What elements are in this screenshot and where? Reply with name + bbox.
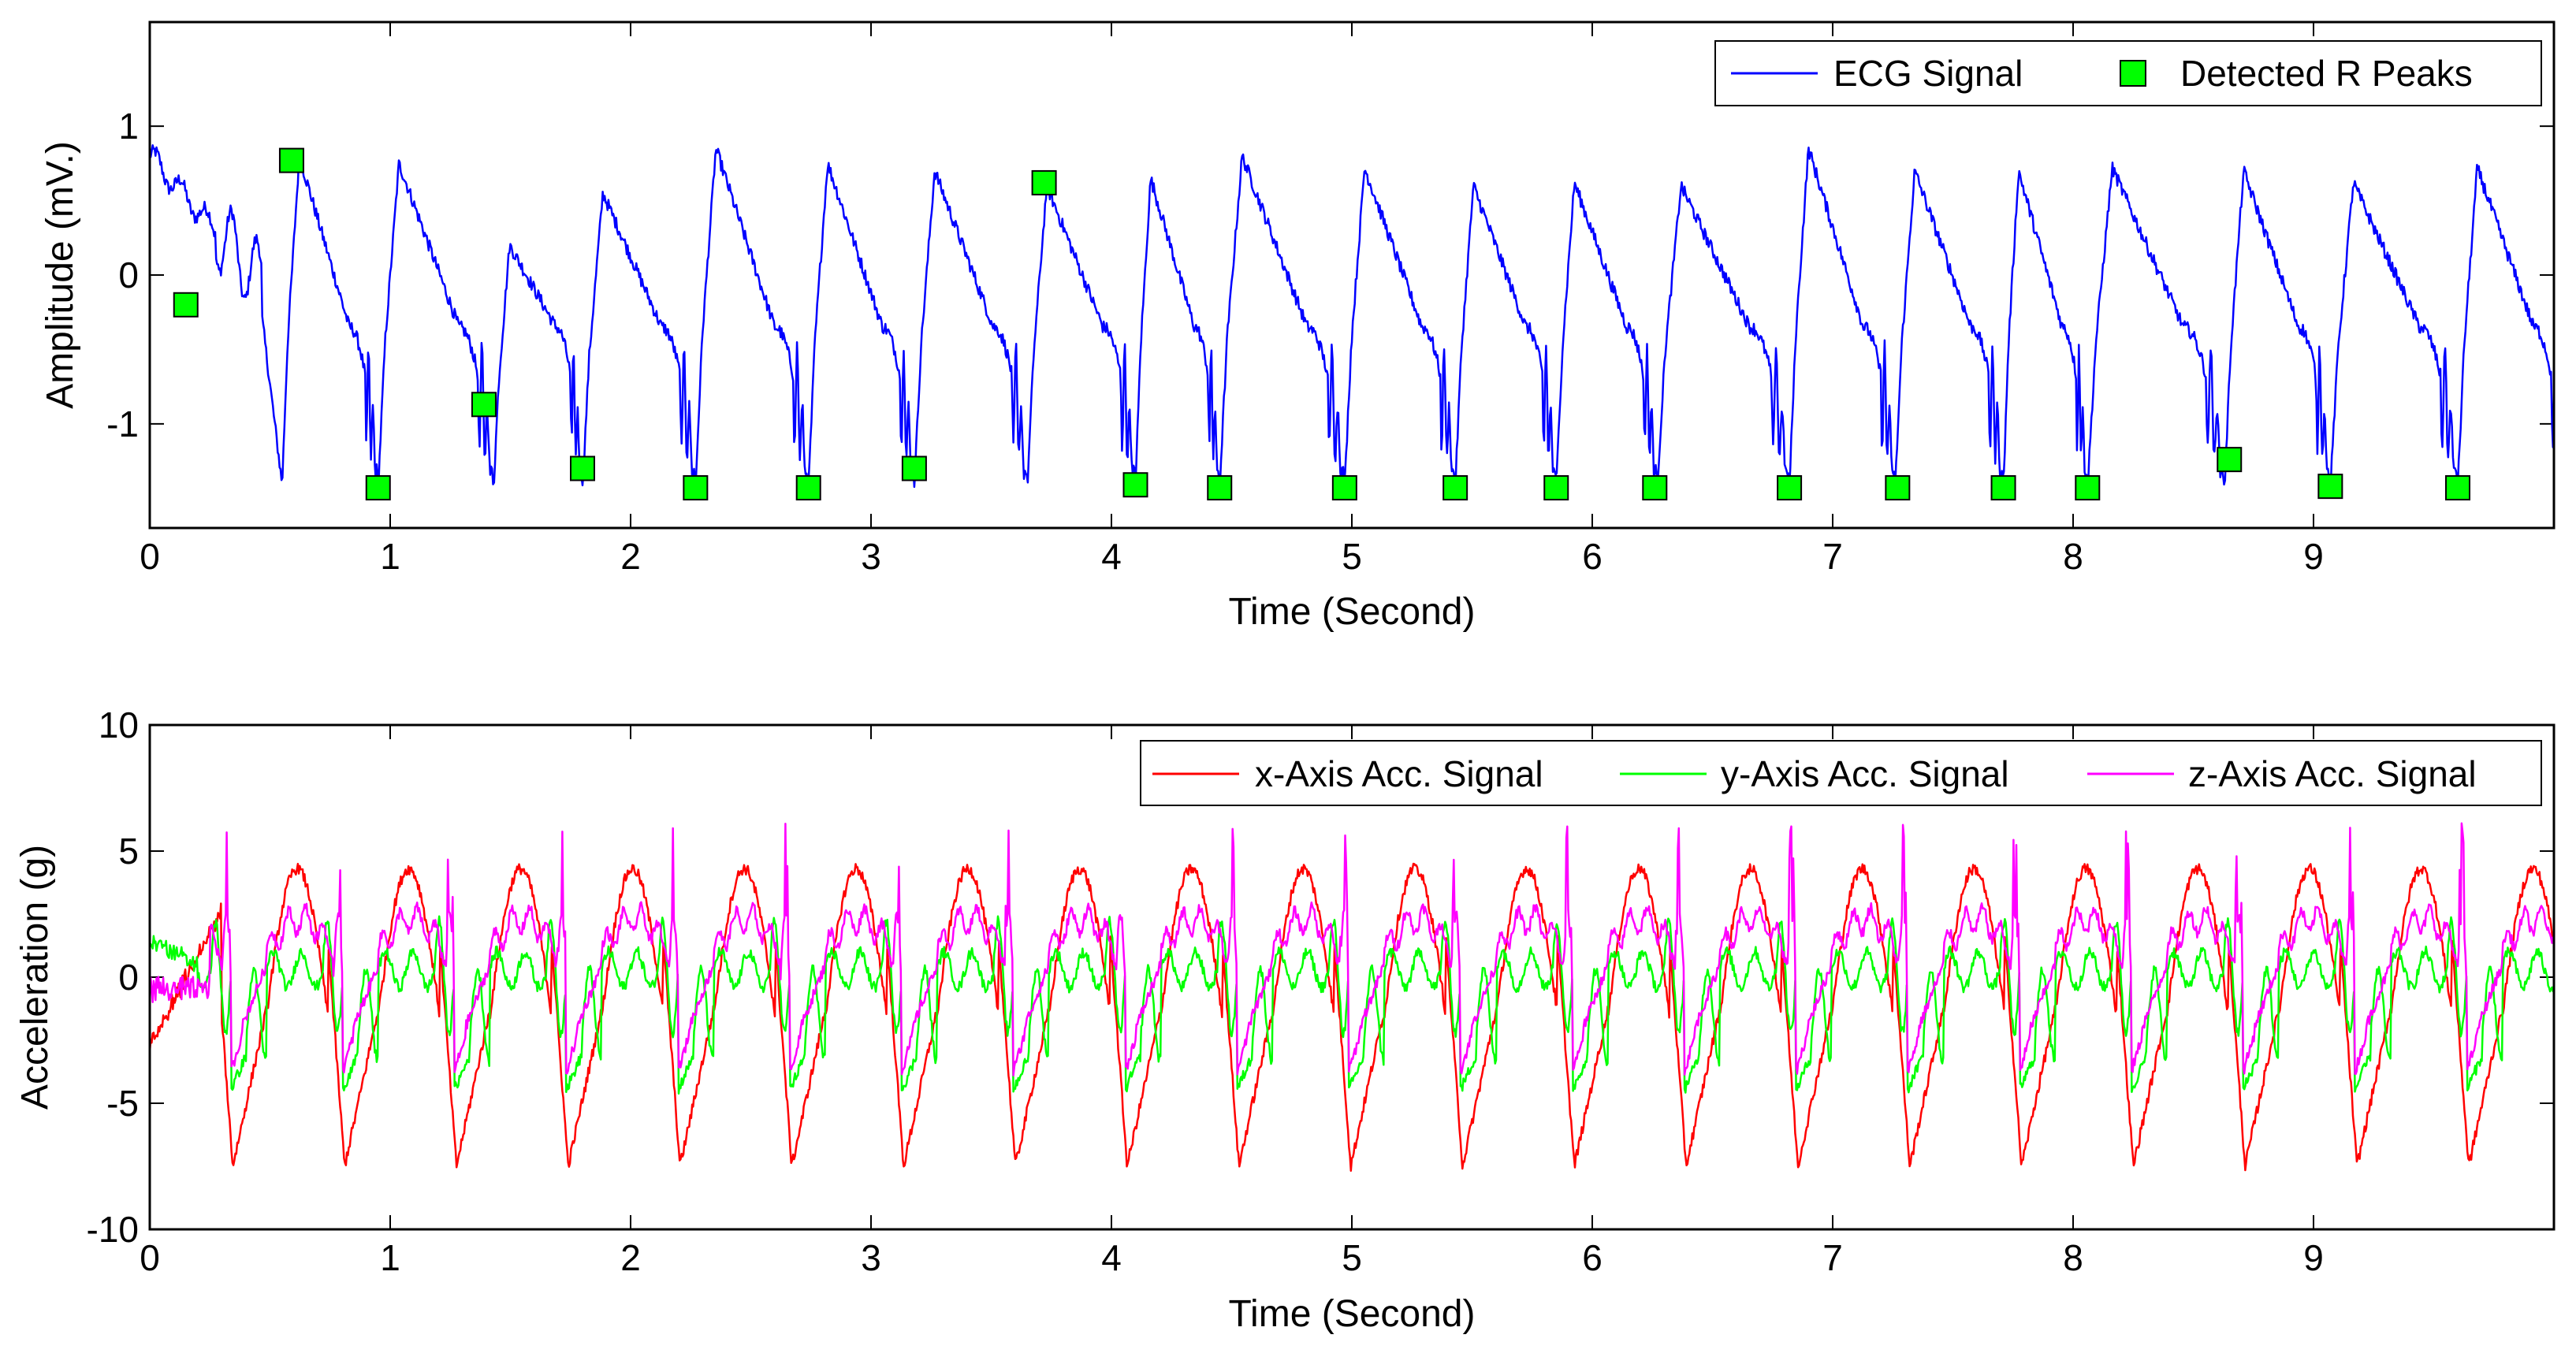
acc-legend-label-z: z-Axis Acc. Signal (2188, 753, 2477, 794)
r-peak-marker (471, 392, 497, 418)
acc-y-tick-label: -10 (87, 1209, 139, 1250)
ecg-series-layer (150, 144, 2554, 501)
r-peak-marker (173, 292, 199, 318)
r-peak-marker (1642, 475, 1668, 501)
acc-x-tick-label: 7 (1822, 1237, 1843, 1278)
r-peak-marker (2445, 475, 2470, 501)
ecg-legend-label-ecg-signal: ECG Signal (1833, 53, 2023, 94)
acc-ticks: 0 1 2 3 4 5 6 7 8 9 -10 -5 0 5 10 (87, 705, 2554, 1278)
acc-series-layer (150, 822, 2554, 1172)
acc-x-tick-label: 4 (1101, 1237, 1122, 1278)
acc-x-tick-label: 9 (2303, 1237, 2324, 1278)
acc-y-tick-label: -5 (106, 1083, 139, 1124)
acceleration-panel: 0 1 2 3 4 5 6 7 8 9 -10 -5 0 5 10 Time (Second) Accele… (14, 705, 2556, 1335)
ecg-y-tick-label: 1 (118, 106, 139, 147)
acc-x-axis-label: Time (Second) (1229, 1293, 1476, 1335)
ecg-axes-box (148, 20, 2556, 530)
ecg-y-axis-label: Amplitude (mV.) (39, 141, 81, 409)
ecg-ticks: 0 1 2 3 4 5 6 7 8 9 -1 0 1 (106, 22, 2554, 577)
ecg-x-tick-label: 9 (2303, 536, 2324, 577)
acc-x-tick-label: 8 (2063, 1237, 2083, 1278)
ecg-legend: ECG Signal Detected R Peaks (1714, 40, 2542, 106)
ecg-x-axis-label: Time (Second) (1229, 591, 1476, 633)
r-peak-marker (1777, 475, 1803, 501)
r-peak-marker (1885, 475, 1911, 501)
r-peak-marker (2075, 475, 2101, 501)
ecg-x-tick-label: 2 (620, 536, 641, 577)
r-peak-marker (2317, 474, 2343, 500)
acc-z-signal-line (150, 822, 2554, 1076)
ecg-x-tick-label: 5 (1342, 536, 1362, 577)
ecg-x-tick-label: 3 (861, 536, 881, 577)
ecg-y-tick-label: -1 (106, 403, 139, 444)
acc-legend-label-x: x-Axis Acc. Signal (1255, 753, 1543, 794)
acc-legend-box (1140, 740, 2542, 806)
ecg-x-tick-label: 8 (2063, 536, 2083, 577)
acc-axes-box (148, 723, 2556, 1231)
r-peak-marker (795, 475, 821, 501)
acc-x-tick-label: 0 (140, 1237, 160, 1278)
acc-x-tick-label: 2 (620, 1237, 641, 1278)
r-peak-marker (1990, 475, 2016, 501)
acc-y-tick-label: 5 (118, 831, 139, 872)
acc-x-tick-label: 3 (861, 1237, 881, 1278)
r-peak-marker (278, 147, 304, 173)
acc-legend-label-y: y-Axis Acc. Signal (1721, 753, 2009, 794)
r-peak-marker (1031, 169, 1057, 195)
ecg-x-tick-label: 7 (1822, 536, 1843, 577)
ecg-y-tick-label: 0 (118, 255, 139, 296)
ecg-x-tick-label: 1 (380, 536, 400, 577)
ecg-legend-label-r-peaks: Detected R Peaks (2180, 53, 2473, 94)
r-peak-marker (1543, 475, 1569, 501)
r-peak-marker (901, 455, 927, 481)
r-peak-marker (365, 475, 391, 501)
acc-x-tick-label: 1 (380, 1237, 400, 1278)
acc-x-signal-line (150, 862, 2554, 1172)
ecg-signal-line (150, 144, 2554, 489)
acc-x-tick-label: 6 (1582, 1237, 1603, 1278)
r-peak-marker (1442, 475, 1469, 501)
ecg-legend-marker-swatch (2120, 60, 2146, 87)
acc-y-axis-label: Acceleration (g) (14, 845, 56, 1110)
r-peak-marker (1122, 472, 1148, 498)
r-peak-marker (1207, 475, 1233, 501)
ecg-panel: 0 1 2 3 4 5 6 7 8 9 -1 0 1 Time (Second) Amplitude (… (39, 20, 2556, 633)
r-peak-marker (570, 455, 595, 481)
acc-y-tick-label: 0 (118, 957, 139, 998)
acc-y-tick-label: 10 (99, 705, 139, 745)
r-peak-marker (2217, 447, 2243, 473)
ecg-x-tick-label: 6 (1582, 536, 1603, 577)
r-peak-marker (1331, 475, 1357, 501)
r-peak-marker (683, 475, 709, 501)
acc-y-signal-line (150, 915, 2554, 1095)
acc-legend: x-Axis Acc. Signal y-Axis Acc. Signal z-… (1140, 740, 2542, 806)
acc-x-tick-label: 5 (1342, 1237, 1362, 1278)
ecg-x-tick-label: 4 (1101, 536, 1122, 577)
ecg-x-tick-label: 0 (140, 536, 160, 577)
